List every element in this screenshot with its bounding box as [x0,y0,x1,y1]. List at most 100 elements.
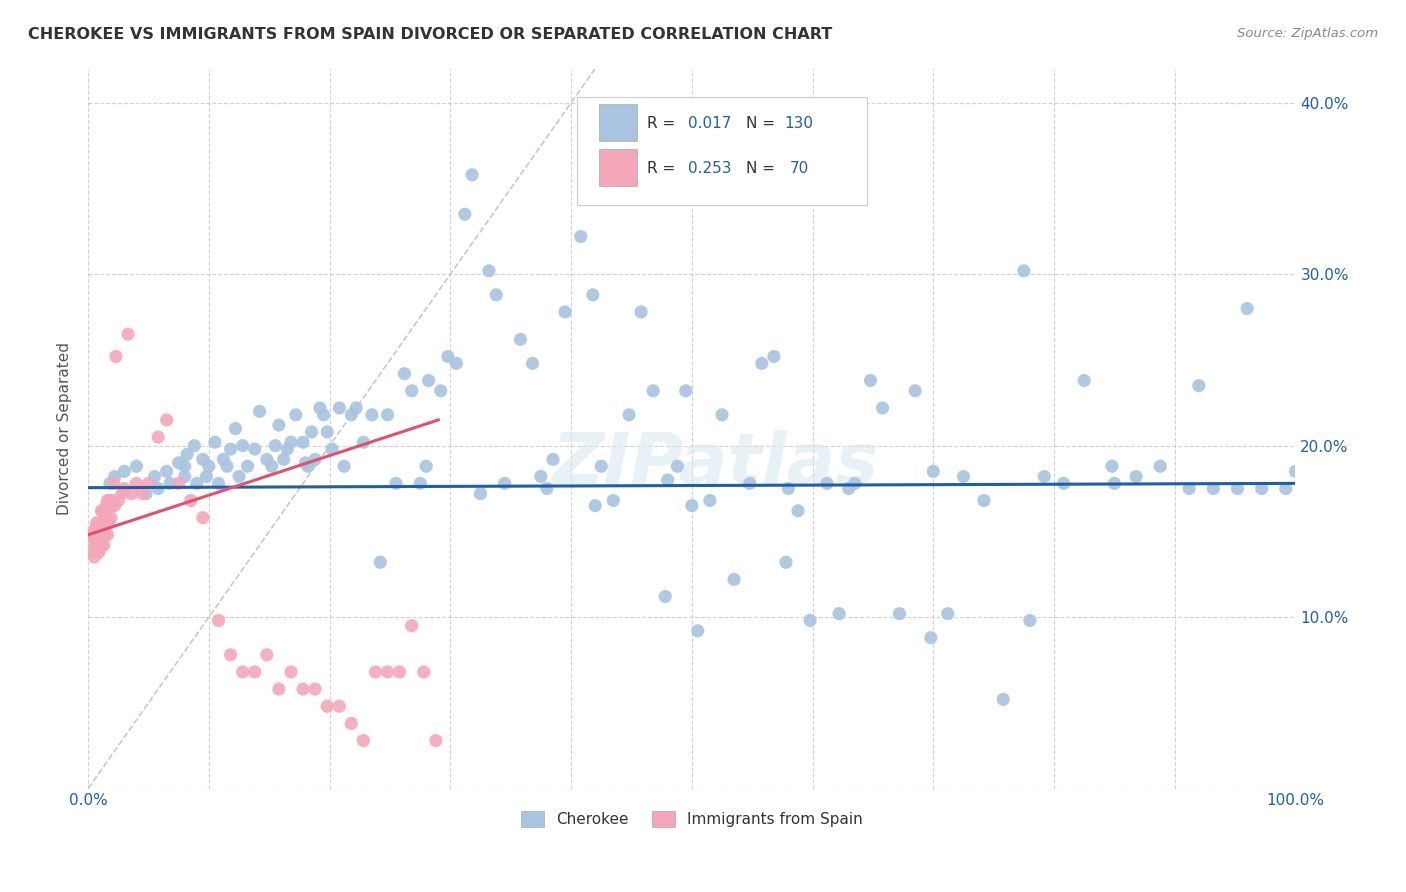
Point [889,607,911,621]
Point [1101,459,1123,474]
Point [256,452,278,467]
Point [87,528,110,542]
Point [799,614,821,628]
Point [952,469,974,483]
Point [316,699,339,714]
Point [224,421,246,435]
Point [191,452,214,467]
Point [437,350,460,364]
Point [666,459,689,474]
Point [394,367,416,381]
Point [429,384,451,398]
Point [993,692,1015,706]
Point [91,528,114,542]
Point [686,624,709,638]
Point [1250,482,1272,496]
Point [360,408,382,422]
Point [461,168,484,182]
Point [228,469,250,483]
Point [1178,482,1201,496]
Point [973,493,995,508]
Point [1053,476,1076,491]
Point [156,413,179,427]
Point [409,476,432,491]
Point [1018,614,1040,628]
Point [297,459,319,474]
Point [301,425,323,439]
Point [536,482,558,496]
Point [412,665,434,679]
Point [328,401,350,415]
Point [775,555,797,569]
Point [922,464,945,478]
Point [207,614,229,628]
Point [1012,264,1035,278]
Point [657,473,679,487]
Point [84,521,107,535]
Point [1226,482,1249,496]
Point [738,476,761,491]
Point [87,545,110,559]
Point [454,207,477,221]
Point [173,459,195,474]
Point [97,516,120,530]
Point [267,418,290,433]
Point [352,435,374,450]
Point [478,264,501,278]
Point [872,401,894,415]
Text: N =: N = [747,161,780,177]
Point [699,493,721,508]
Text: R =: R = [647,161,681,177]
Point [485,288,508,302]
FancyBboxPatch shape [576,97,868,205]
Point [131,486,153,500]
Text: R =: R = [647,117,681,131]
Point [541,452,564,467]
Point [340,716,363,731]
Point [89,538,111,552]
Point [273,452,295,467]
Point [711,408,734,422]
FancyBboxPatch shape [599,149,637,186]
Point [107,493,129,508]
Point [249,404,271,418]
Point [654,590,676,604]
Point [859,374,882,388]
Point [554,305,576,319]
Point [98,476,121,491]
Point [111,486,134,500]
Point [280,435,302,450]
Point [96,528,118,542]
Point [82,545,104,559]
Point [195,469,218,483]
Point [1104,476,1126,491]
Point [86,528,108,542]
Point [309,401,332,415]
Point [183,439,205,453]
Point [1125,469,1147,483]
Text: N =: N = [747,117,780,131]
Point [267,682,290,697]
Point [815,476,838,491]
Point [838,482,860,496]
Point [93,516,115,530]
Text: 0.017: 0.017 [688,117,731,131]
Point [264,439,287,453]
Point [312,408,335,422]
Point [173,469,195,483]
Point [191,510,214,524]
Point [591,459,613,474]
Point [143,469,166,483]
Point [89,516,111,530]
Text: CHEROKEE VS IMMIGRANTS FROM SPAIN DIVORCED OR SEPARATED CORRELATION CHART: CHEROKEE VS IMMIGRANTS FROM SPAIN DIVORC… [28,27,832,42]
Point [83,550,105,565]
Point [104,499,127,513]
Point [844,476,866,491]
Point [1149,459,1171,474]
Point [321,442,343,456]
Point [83,533,105,547]
Point [91,504,114,518]
Point [316,425,339,439]
Point [256,648,278,662]
Point [470,486,492,500]
